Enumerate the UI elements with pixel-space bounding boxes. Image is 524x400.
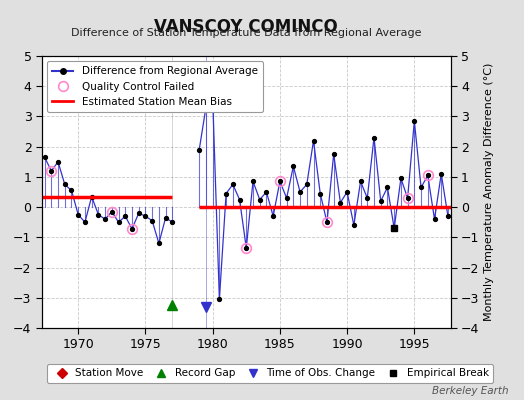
- Legend: Station Move, Record Gap, Time of Obs. Change, Empirical Break: Station Move, Record Gap, Time of Obs. C…: [47, 364, 493, 383]
- Y-axis label: Monthly Temperature Anomaly Difference (°C): Monthly Temperature Anomaly Difference (…: [484, 63, 494, 321]
- Text: Berkeley Earth: Berkeley Earth: [432, 386, 508, 396]
- Text: VANSCOY COMINCO: VANSCOY COMINCO: [155, 18, 338, 36]
- Text: Difference of Station Temperature Data from Regional Average: Difference of Station Temperature Data f…: [71, 28, 421, 38]
